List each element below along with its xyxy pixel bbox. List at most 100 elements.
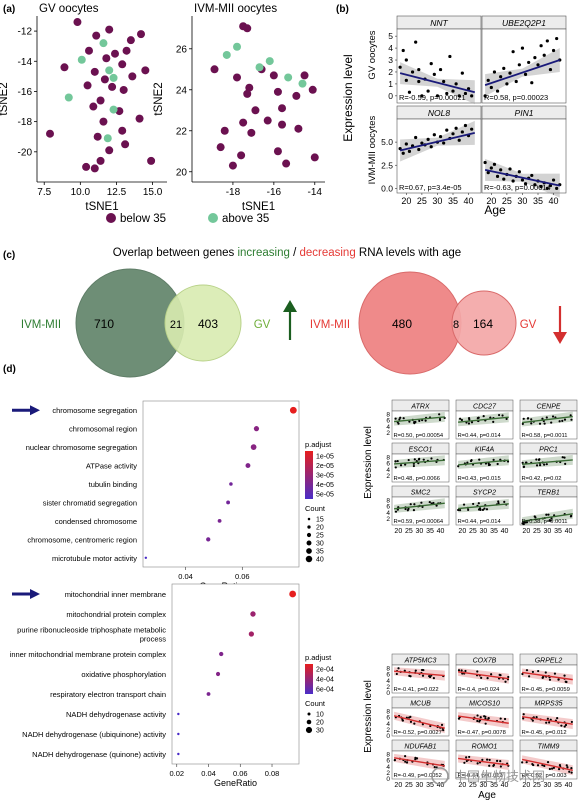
tsne-point [99,39,108,48]
gene-point [470,421,474,424]
gene-y-tick-label: 8 [386,751,390,758]
tsne-point [292,91,301,100]
gene-point [460,418,464,422]
go-panel [171,583,300,765]
gene-point [479,716,482,719]
gene-point [424,419,427,422]
tsne-x-tick-label: 10.0 [71,187,91,198]
gene-facet-label: TERB1 [537,490,560,497]
facet-point [432,72,436,76]
up-arrow-icon [283,300,297,340]
go-dot [289,590,297,598]
gene-facet-label: ROMO1 [472,744,498,751]
tsne-point [220,126,229,135]
tsne-point [233,73,242,82]
tsne-x-tick-label: 7.5 [37,187,51,198]
gene-point [465,756,468,759]
venn-section: Overlap between genes increasing / decre… [21,247,567,378]
gene-point [536,764,540,767]
facet-point [401,48,405,53]
gene-facet-stat: R=-0.45, p=0.0059 [522,687,570,693]
gene-facet-stat: R=0.38, p=0.0011 [522,519,568,525]
facet-point [438,67,443,72]
gene-point [488,463,491,466]
gene-facet-panel [519,496,578,526]
go-dot [226,500,230,505]
facet-point [483,94,487,98]
gene-point [396,459,399,463]
go-x-tick-label: 0.08 [265,769,280,778]
gene-point [565,680,568,684]
go-size-label: 10 [316,712,324,719]
facet-point [435,94,440,98]
go-size-label: 15 [316,517,324,524]
tsne-y-tick-label: 20 [176,167,188,178]
facet-x-tick-label: 20 [486,196,496,206]
gene-x-tick-label: 40 [565,782,573,789]
tsne-point [108,82,117,91]
gene-point [545,721,548,724]
gene-trend-line [522,671,573,681]
gene-point [432,677,435,680]
go-category-label: process [140,635,167,644]
go-dot [219,651,224,657]
venn-label-ivm-inc: IVM-MII [21,319,61,331]
facet-y-tick-label: 1 [388,79,393,89]
gene-point [543,463,546,466]
gene-point [521,672,524,676]
facet-point [517,170,521,174]
gene-y-tick-label: 6 [386,418,390,425]
facet-point [414,40,418,44]
gene-point [413,722,416,725]
tsne-point [243,89,252,98]
gene-trend-line [458,671,509,680]
gene-point [499,765,502,768]
go-category-label: oxidative phosphorylation [81,670,166,679]
gene-point [543,764,546,768]
tsne-point [245,83,254,92]
gene-point [535,716,538,719]
gene-x-tick-label: 25 [405,782,413,789]
gene-point [397,667,400,670]
highlight-arrow-head-icon [30,405,40,416]
facet-point [539,44,543,48]
tsne-y-tick-label: -18 [18,117,33,128]
facet-point [551,48,556,53]
tsne-point [105,25,114,34]
gene-point [545,463,548,466]
gene-facet-panel [391,496,450,526]
gene-point [484,722,487,725]
gene-point [561,456,564,459]
gene-point [550,421,553,424]
tsne-point [103,134,112,143]
facet-x-tick-label: 35 [533,196,543,206]
tsne-point [60,63,69,72]
gene-facet-stat: R=0.48, p=0.0066 [394,476,440,482]
legend-dot-above [208,213,218,223]
tsne-point [64,93,73,102]
venn-count-ivm-only-dec: 480 [392,317,412,331]
gene-x-tick-label: 30 [544,528,552,535]
venn-count-ivm-only-inc: 710 [94,317,114,331]
gene-y-tick-label: 6 [386,758,390,765]
gene-point [467,416,471,420]
facet-point [539,184,543,189]
gene-point [402,417,405,420]
facet-point [502,66,506,70]
go-size-legend-title: Count [305,699,326,708]
facet-trend-line [399,72,476,94]
panel-label-b: (b) [336,4,349,15]
watermark: 中国生物技术网 [431,767,545,785]
facet-panel [481,118,567,194]
tsne-x-tick-label: 12.5 [107,187,127,198]
gene-point [551,415,555,418]
go-size-dot [306,532,312,538]
age-x-label: Age [484,203,506,217]
go-size-label: 35 [316,549,324,556]
gene-facet-label: CDC27 [473,404,497,411]
gene-point [477,416,480,419]
go-size-label: 40 [316,557,324,564]
gene-point [531,762,534,766]
gene-point [499,717,502,720]
facet-point [404,58,408,62]
